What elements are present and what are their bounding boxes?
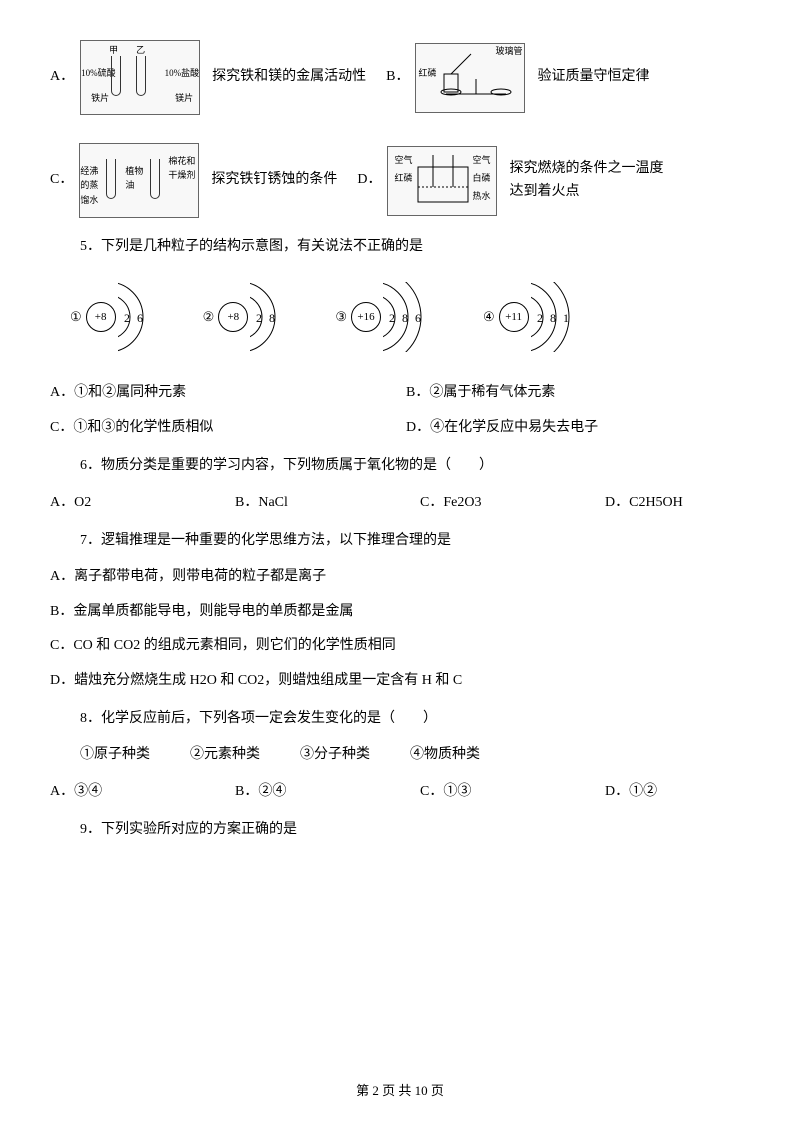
q7-opt-c: C．CO 和 CO2 的组成元素相同，则它们的化学性质相同 bbox=[50, 635, 750, 657]
atom-shells: 26 bbox=[118, 282, 173, 352]
q5-stem: 5．下列是几种粒子的结构示意图，有关说法不正确的是 bbox=[80, 236, 750, 258]
q7-opt-b: B．金属单质都能导电，则能导电的单质都是金属 bbox=[50, 601, 750, 623]
svg-text:2: 2 bbox=[124, 311, 130, 325]
tube-icon bbox=[111, 56, 121, 96]
diag-a-label: 10%盐酸 bbox=[165, 66, 200, 80]
q7-stem: 7．逻辑推理是一种重要的化学思维方法，以下推理合理的是 bbox=[80, 530, 750, 552]
svg-text:6: 6 bbox=[137, 311, 143, 325]
q9-stem: 9．下列实验所对应的方案正确的是 bbox=[80, 819, 750, 841]
atom-shells: 281 bbox=[531, 282, 601, 352]
svg-text:2: 2 bbox=[389, 311, 395, 325]
svg-text:8: 8 bbox=[269, 311, 275, 325]
q5-opt-c: C．①和③的化学性质相似 bbox=[50, 417, 394, 439]
atom-nucleus: +8 bbox=[218, 302, 248, 332]
tube-icon bbox=[150, 159, 160, 199]
q5-opt-a: A．①和②属同种元素 bbox=[50, 382, 394, 404]
q5-opt-b: B．②属于稀有气体元素 bbox=[406, 382, 750, 404]
diag-c-label: 棉花和干燥剂 bbox=[168, 154, 198, 183]
balance-icon bbox=[416, 44, 526, 114]
page-footer: 第 2 页 共 10 页 bbox=[0, 1081, 800, 1102]
diagram-a: 甲 乙 10%硫酸 铁片 10%盐酸 镁片 bbox=[80, 40, 200, 115]
atom-diagrams: ①+826②+828③+16286④+11281 bbox=[70, 282, 750, 352]
tube-icon bbox=[106, 159, 116, 199]
q8-stem: 8．化学反应前后，下列各项一定会发生变化的是（ ） bbox=[80, 708, 750, 730]
diag-a-label: 镁片 bbox=[175, 91, 193, 105]
q6-opt-a: A．O2 bbox=[50, 492, 195, 514]
q8-item1: ①原子种类 bbox=[80, 744, 150, 766]
diag-a-label: 铁片 bbox=[91, 91, 109, 105]
atom-structure: ④+11281 bbox=[483, 282, 601, 352]
atom-structure: ②+828 bbox=[203, 282, 306, 352]
q6-stem: 6．物质分类是重要的学习内容，下列物质属于氧化物的是（ ） bbox=[80, 455, 750, 477]
svg-text:6: 6 bbox=[415, 311, 421, 325]
q7-opt-d: D．蜡烛充分燃烧生成 H2O 和 CO2，则蜡烛组成里一定含有 H 和 C bbox=[50, 670, 750, 692]
svg-text:1: 1 bbox=[563, 311, 569, 325]
q6-opt-d: D．C2H5OH bbox=[605, 492, 750, 514]
q5-opt-d: D．④在化学反应中易失去电子 bbox=[406, 417, 750, 439]
atom-structure: ③+16286 bbox=[335, 282, 453, 352]
atom-number: ① bbox=[70, 307, 82, 328]
svg-text:2: 2 bbox=[256, 311, 262, 325]
atom-nucleus: +16 bbox=[351, 302, 381, 332]
q8-opt-c: C．①③ bbox=[420, 781, 565, 803]
option-b-prefix: B． bbox=[386, 66, 409, 88]
atom-structure: ①+826 bbox=[70, 282, 173, 352]
q6-opt-b: B．NaCl bbox=[235, 492, 380, 514]
q7-opt-a: A．离子都带电荷，则带电荷的粒子都是离子 bbox=[50, 566, 750, 588]
diagram-c: 经沸的蒸馏水 植物油 棉花和干燥剂 bbox=[79, 143, 199, 218]
q8-item2: ②元素种类 bbox=[190, 744, 260, 766]
q8-opt-b: B．②④ bbox=[235, 781, 380, 803]
beaker-icon bbox=[388, 147, 498, 217]
option-c-prefix: C． bbox=[50, 169, 73, 191]
option-d-text: 探究燃烧的条件之一温度达到着火点 bbox=[509, 158, 669, 203]
option-a-prefix: A． bbox=[50, 66, 74, 88]
option-d-prefix: D． bbox=[357, 169, 381, 191]
q8-item3: ③分子种类 bbox=[300, 744, 370, 766]
atom-shells: 28 bbox=[250, 282, 305, 352]
atom-nucleus: +11 bbox=[499, 302, 529, 332]
q6-opt-c: C．Fe2O3 bbox=[420, 492, 565, 514]
tube-icon bbox=[136, 56, 146, 96]
diagram-d: 空气 空气 红磷 白磷 热水 bbox=[387, 146, 497, 216]
svg-text:2: 2 bbox=[537, 311, 543, 325]
atom-number: ④ bbox=[483, 307, 495, 328]
svg-text:8: 8 bbox=[550, 311, 556, 325]
q8-opt-d: D．①② bbox=[605, 781, 750, 803]
atom-nucleus: +8 bbox=[86, 302, 116, 332]
diag-c-label: 经沸的蒸馏水 bbox=[80, 164, 104, 207]
atom-shells: 286 bbox=[383, 282, 453, 352]
q8-item4: ④物质种类 bbox=[410, 744, 480, 766]
option-a-text: 探究铁和镁的金属活动性 bbox=[212, 66, 366, 88]
option-c-text: 探究铁钉锈蚀的条件 bbox=[211, 169, 337, 191]
diagram-b: 玻璃管 红磷 bbox=[415, 43, 525, 113]
atom-number: ② bbox=[203, 307, 215, 328]
atom-number: ③ bbox=[335, 307, 347, 328]
q8-opt-a: A．③④ bbox=[50, 781, 195, 803]
diag-c-label: 植物油 bbox=[125, 164, 149, 193]
option-b-text: 验证质量守恒定律 bbox=[537, 66, 649, 88]
svg-text:8: 8 bbox=[402, 311, 408, 325]
